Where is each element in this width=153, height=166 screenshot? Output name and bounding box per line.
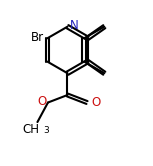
- Text: CH: CH: [22, 123, 39, 136]
- Text: O: O: [37, 94, 47, 108]
- Text: 3: 3: [43, 126, 49, 135]
- Text: N: N: [70, 19, 78, 32]
- Text: Br: Br: [31, 31, 44, 44]
- Text: O: O: [91, 96, 101, 109]
